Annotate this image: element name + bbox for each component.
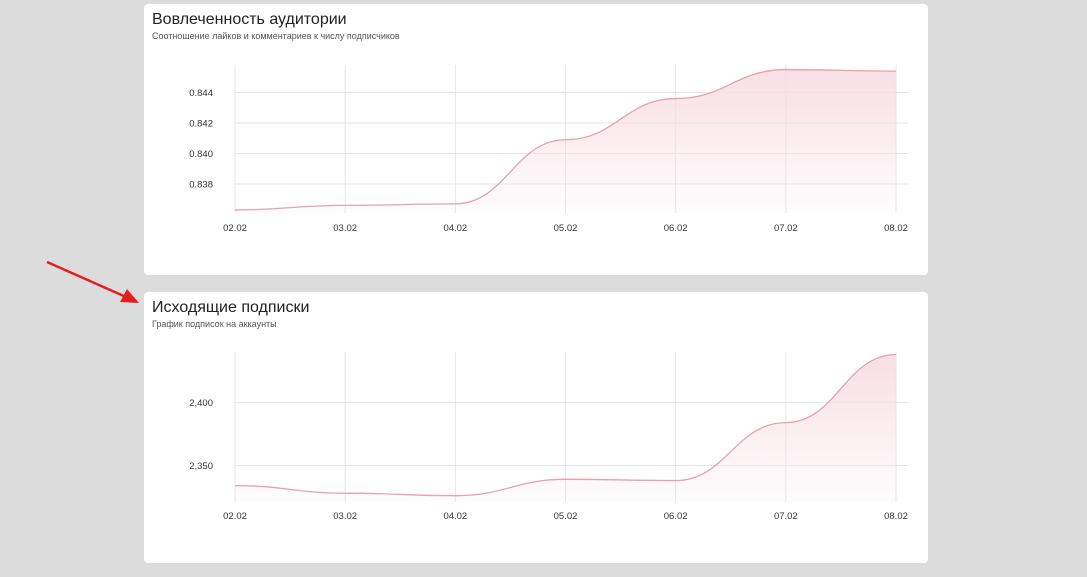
y-tick-label: 2,350 (189, 461, 213, 472)
x-tick-label: 08.02 (884, 223, 908, 234)
y-tick-label: 0.842 (189, 118, 213, 129)
following-chart: 2,350 2,400 02.02 03.02 04.02 05.02 06.02 07.02… (189, 352, 908, 522)
arrow-head (120, 289, 139, 303)
x-tick-label: 06.02 (664, 223, 688, 234)
x-tick-label: 03.02 (333, 511, 357, 522)
chart-title: Вовлеченность аудитории (152, 11, 347, 28)
chart-subtitle: Соотношение лайков и комментариев к числ… (152, 31, 400, 41)
series-area (235, 354, 896, 502)
y-tick-label: 0.844 (189, 88, 213, 99)
series-area (235, 69, 896, 213)
y-tick-label: 0.840 (189, 149, 213, 160)
x-tick-label: 02.02 (223, 223, 247, 234)
x-tick-label: 05.02 (554, 223, 578, 234)
chart-title: Исходящие подписки (152, 299, 310, 316)
x-tick-label: 04.02 (443, 223, 467, 234)
arrow-shaft (46, 260, 127, 299)
engagement-chart-card: Вовлеченность аудитории Соотношение лайк… (144, 4, 928, 275)
engagement-chart: 0.838 0.840 0.842 0.844 02.02 03.02 04.02 05.02… (189, 65, 908, 234)
x-tick-label: 05.02 (554, 511, 578, 522)
x-tick-label: 07.02 (774, 511, 798, 522)
x-tick-label: 06.02 (664, 511, 688, 522)
x-tick-label: 04.02 (443, 511, 467, 522)
x-tick-label: 07.02 (774, 223, 798, 234)
series-line (234, 353, 897, 497)
y-tick-label: 2,400 (189, 398, 213, 409)
x-tick-label: 02.02 (223, 511, 247, 522)
annotation-arrow (46, 260, 139, 303)
y-tick-label: 0.838 (189, 180, 213, 191)
x-tick-label: 08.02 (884, 511, 908, 522)
chart-subtitle: График подписок на аккаунты (152, 319, 277, 329)
x-tick-label: 03.02 (333, 223, 357, 234)
following-chart-card: Исходящие подписки График подписок на ак… (144, 292, 928, 563)
